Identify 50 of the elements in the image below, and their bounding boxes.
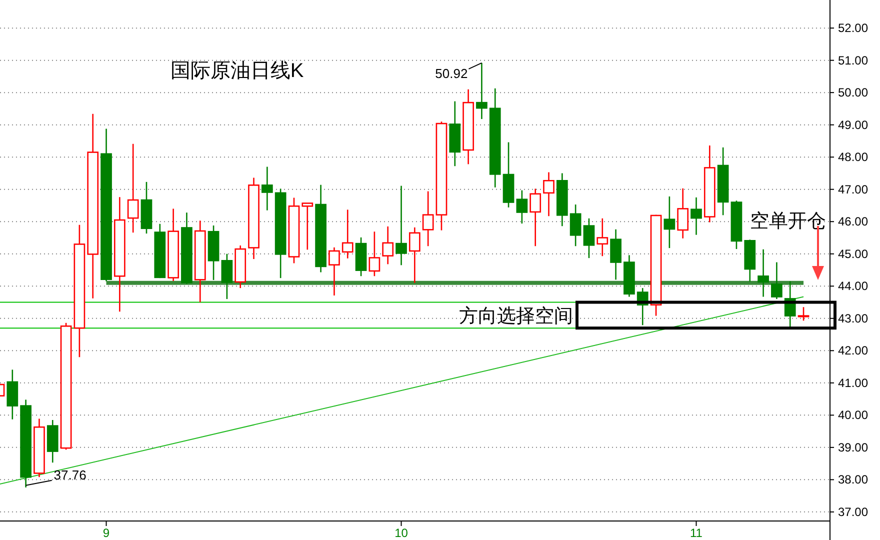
x-tick-label: 11 (690, 526, 703, 540)
y-tick-label: 52.00 (838, 21, 868, 36)
annotation: 方向选择空间 (459, 305, 573, 328)
y-tick-label: 50.00 (838, 86, 868, 100)
y-tick-label: 42.00 (838, 344, 868, 358)
text: 国际原油日线K (170, 60, 304, 82)
candlestick (261, 166, 273, 211)
candlestick (382, 226, 394, 265)
y-tick-label: 45.00 (838, 246, 868, 261)
y-tick-label: 39.00 (838, 440, 868, 454)
y-tick-label: 43.00 (838, 311, 868, 326)
candlestick (368, 230, 380, 277)
candlestick (328, 246, 340, 296)
y-tick-label: 49.00 (838, 118, 868, 132)
y-tick-label: 51.00 (838, 53, 868, 68)
annotation: 空单开仓 (750, 210, 826, 232)
candlestick (302, 202, 314, 250)
x-tick-label: 9 (102, 526, 110, 540)
candlestick (596, 218, 608, 257)
candlestick (798, 306, 810, 322)
candlestick (758, 248, 769, 298)
candlestick (127, 143, 139, 234)
candlestick (342, 209, 354, 260)
y-tick-label: 40.00 (838, 408, 868, 422)
candlestick (422, 190, 434, 247)
candlestick (690, 196, 702, 236)
y-tick-label: 44.00 (838, 279, 868, 294)
candlestick (516, 190, 528, 224)
candlestick (221, 253, 233, 300)
candlestick (771, 262, 782, 300)
y-tick-label: 46.00 (838, 214, 868, 229)
y-tick-label: 48.00 (838, 150, 868, 164)
annotation: 37.76 (54, 467, 86, 482)
candlestick (610, 228, 622, 280)
candlestick (530, 188, 542, 247)
candlestick (583, 218, 595, 259)
y-tick-label: 37.00 (838, 504, 868, 519)
annotation: 50.92 (435, 66, 468, 81)
candlestick (543, 172, 554, 217)
candlestick (476, 62, 488, 120)
candlestick (570, 204, 582, 247)
candlestick (408, 226, 420, 284)
y-tick-label: 41.00 (838, 376, 868, 390)
x-tick-label: 10 (394, 526, 408, 540)
candlestick (677, 188, 689, 240)
candlestick (6, 369, 18, 420)
y-tick-label: 38.00 (838, 472, 868, 487)
y-tick-label: 47.00 (838, 182, 868, 196)
candlestick (396, 185, 407, 266)
candlestick (664, 196, 676, 249)
